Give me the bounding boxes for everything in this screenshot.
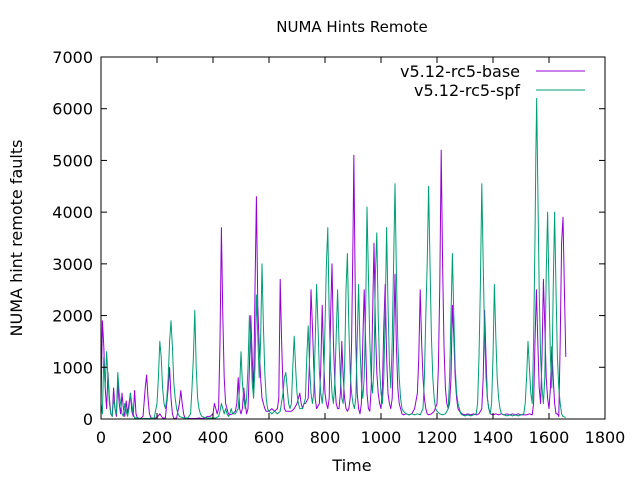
- y-axis-title: NUMA hint remote faults: [7, 140, 26, 337]
- series-layer: [100, 97, 567, 419]
- x-tick-label: 0: [96, 428, 106, 447]
- chart-title: NUMA Hints Remote: [276, 18, 427, 36]
- y-tick-label: 3000: [52, 255, 93, 274]
- series-line-2: [100, 97, 566, 419]
- series-line-1: [100, 149, 567, 419]
- y-tick-label: 2000: [52, 307, 93, 326]
- y-tick-label: 5000: [52, 151, 93, 170]
- x-tick-label: 1800: [585, 428, 626, 447]
- y-tick-label: 6000: [52, 100, 93, 119]
- x-tick-label: 1600: [529, 428, 570, 447]
- y-tick-label: 4000: [52, 203, 93, 222]
- legend-label-1: v5.12-rc5-base: [400, 62, 520, 81]
- y-axis: 0 1000 2000 3000 4000 5000 6000 7000: [52, 48, 605, 429]
- x-tick-label: 400: [198, 428, 229, 447]
- x-tick-label: 800: [310, 428, 341, 447]
- x-tick-label: 1000: [361, 428, 402, 447]
- x-tick-label: 600: [254, 428, 285, 447]
- x-tick-label: 1400: [473, 428, 514, 447]
- y-tick-label: 0: [83, 410, 93, 429]
- x-tick-label: 200: [142, 428, 173, 447]
- y-tick-label: 1000: [52, 358, 93, 377]
- x-axis-title: Time: [331, 456, 371, 475]
- plot-frame: [100, 56, 606, 420]
- x-axis: 0 200 400 600 800 1000 1200 1400 1600 1800: [96, 57, 625, 447]
- x-tick-label: 1200: [417, 428, 458, 447]
- legend-label-2: v5.12-rc5-spf: [414, 81, 520, 100]
- y-tick-label: 7000: [52, 48, 93, 67]
